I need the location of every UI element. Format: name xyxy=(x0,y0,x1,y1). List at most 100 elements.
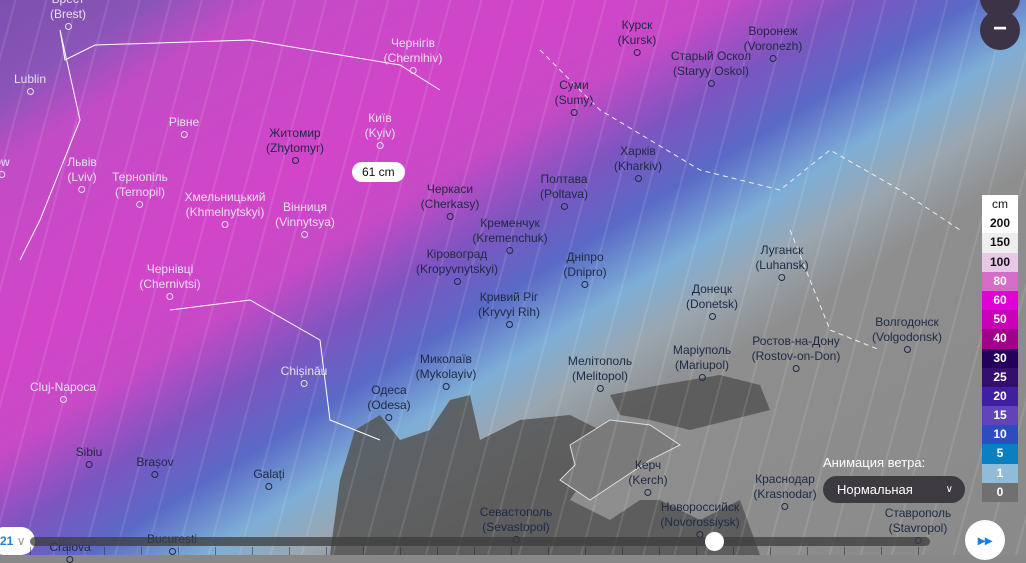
city-marker-icon xyxy=(769,55,777,62)
city-label: Brașov xyxy=(136,455,174,478)
legend-item: 25 xyxy=(982,367,1018,387)
city-name: Хмельницький xyxy=(184,190,266,204)
city-latin-name: (Lviv) xyxy=(67,170,97,184)
city-marker-icon xyxy=(0,171,6,178)
legend-item: 0 xyxy=(982,482,1018,502)
city-latin-name: (Sumy) xyxy=(554,93,594,107)
legend-item: 80 xyxy=(982,271,1018,291)
color-legend: cm 200 150 100 80 60 50 40 30 25 20 15 10 5 1 0 xyxy=(982,195,1018,502)
city-label: Chișinău xyxy=(281,364,327,387)
city-name: Брест xyxy=(50,0,86,7)
city-label: Рівне xyxy=(169,115,199,138)
city-label: Миколаїв (Mykolayiv) xyxy=(415,352,477,390)
city-marker-icon xyxy=(385,414,393,421)
city-label: Galați xyxy=(253,467,285,490)
city-name: Київ xyxy=(368,111,392,125)
city-label: Маріуполь (Mariupol) xyxy=(673,343,731,381)
city-label: Київ (Kyiv) xyxy=(365,111,395,149)
black-sea xyxy=(330,395,760,555)
legend-item: 1 xyxy=(982,463,1018,483)
city-latin-name: (Poltava) xyxy=(539,187,589,201)
day-selector[interactable]: 21 ∨ xyxy=(0,527,35,555)
city-label: Чернівці (Chernivtsi) xyxy=(139,262,201,300)
city-marker-icon xyxy=(707,80,715,87)
fast-forward-icon: ▸▸ xyxy=(977,532,993,548)
city-marker-icon xyxy=(570,109,578,116)
city-label: Харків (Kharkiv) xyxy=(614,144,662,182)
city-latin-name: (Cherkasy) xyxy=(420,197,480,211)
chevron-down-icon: ∨ xyxy=(16,534,26,548)
legend-item: 100 xyxy=(982,252,1018,272)
city-latin-name: (Kharkiv) xyxy=(613,159,663,173)
city-label: Луганск (Luhansk) xyxy=(755,243,809,281)
city-marker-icon xyxy=(781,503,789,510)
city-label: Чернігів (Chernihiv) xyxy=(383,36,443,74)
city-marker-icon xyxy=(180,131,188,138)
border-line xyxy=(19,29,441,441)
timeline-handle[interactable] xyxy=(705,532,724,551)
play-button[interactable]: ▸▸ xyxy=(965,520,1005,560)
city-label: Cluj-Napoca xyxy=(30,380,96,403)
city-name: Sibiu xyxy=(75,445,103,459)
city-latin-name: (Kropyvnytskyi) xyxy=(415,262,499,276)
city-label: Одеса (Odesa) xyxy=(367,383,411,421)
city-name: Одеса xyxy=(371,383,407,397)
city-marker-icon xyxy=(633,49,641,56)
city-latin-name: (Chernihiv) xyxy=(383,51,443,65)
timeline-bar[interactable] xyxy=(30,537,930,546)
city-marker-icon xyxy=(708,313,716,320)
city-label: Lublin xyxy=(14,72,46,95)
city-name: Кіровоград xyxy=(426,247,488,261)
legend-item: 5 xyxy=(982,444,1018,464)
legend-item: 200 xyxy=(982,214,1018,234)
city-latin-name: (Volgodonsk) xyxy=(871,330,943,344)
city-marker-icon xyxy=(151,471,159,478)
city-latin-name: (Vinnytsya) xyxy=(275,215,335,229)
city-name: Чернівці xyxy=(146,262,194,276)
city-label: Житомир (Zhytomyr) xyxy=(266,126,324,164)
city-marker-icon xyxy=(291,157,299,164)
day-value: 21 xyxy=(0,534,14,548)
city-name: Воронеж xyxy=(748,24,798,38)
city-name: Старый Оскол xyxy=(670,49,752,63)
legend-item: 20 xyxy=(982,386,1018,407)
city-latin-name: (Mykolayiv) xyxy=(415,367,477,381)
city-name: Ростов-на-Дону xyxy=(752,334,840,348)
city-marker-icon xyxy=(644,489,652,496)
city-marker-icon xyxy=(265,483,273,490)
city-marker-icon xyxy=(596,385,604,392)
crimea xyxy=(559,419,681,501)
city-name: Ставрополь xyxy=(884,506,952,520)
city-label: ów xyxy=(0,155,10,178)
city-label: Полтава (Poltava) xyxy=(540,172,588,210)
city-name: Краснодар xyxy=(755,472,815,486)
city-name: Lublin xyxy=(13,72,47,86)
city-marker-icon xyxy=(505,321,513,328)
city-latin-name: (Odesa) xyxy=(367,398,411,412)
city-label: Кременчук (Kremenchuk) xyxy=(472,216,548,254)
city-latin-name: (Sevastopol) xyxy=(482,520,550,534)
city-marker-icon xyxy=(166,293,174,300)
city-marker-icon xyxy=(442,383,450,390)
city-latin-name: (Donetsk) xyxy=(685,297,739,311)
sea-of-azov xyxy=(610,375,770,430)
zoom-out-button[interactable]: − xyxy=(980,10,1020,50)
city-name: Вінниця xyxy=(283,200,327,214)
city-latin-name: (Mariupol) xyxy=(674,358,729,372)
city-marker-icon xyxy=(78,186,86,193)
city-name: Тернопіль xyxy=(112,170,168,184)
city-label: Sibiu xyxy=(75,445,103,468)
city-marker-icon xyxy=(59,396,67,403)
city-label: Черкаси (Cherkasy) xyxy=(420,182,480,220)
city-label: Тернопіль (Ternopil) xyxy=(112,170,168,208)
timeline-ticks xyxy=(30,547,930,555)
wind-animation-select[interactable]: Нормальная ∨ xyxy=(823,476,965,503)
city-label: Кіровоград (Kropyvnytskyi) xyxy=(416,247,498,285)
city-label: Мелітополь (Melitopol) xyxy=(568,354,632,392)
legend-item: 15 xyxy=(982,406,1018,426)
city-label: Дніпро (Dnipro) xyxy=(563,250,607,288)
city-latin-name: (Khmelnytskyi) xyxy=(185,205,265,219)
city-label: Донецк (Donetsk) xyxy=(686,282,738,320)
city-marker-icon xyxy=(409,67,417,74)
legend-item: 40 xyxy=(982,329,1018,349)
